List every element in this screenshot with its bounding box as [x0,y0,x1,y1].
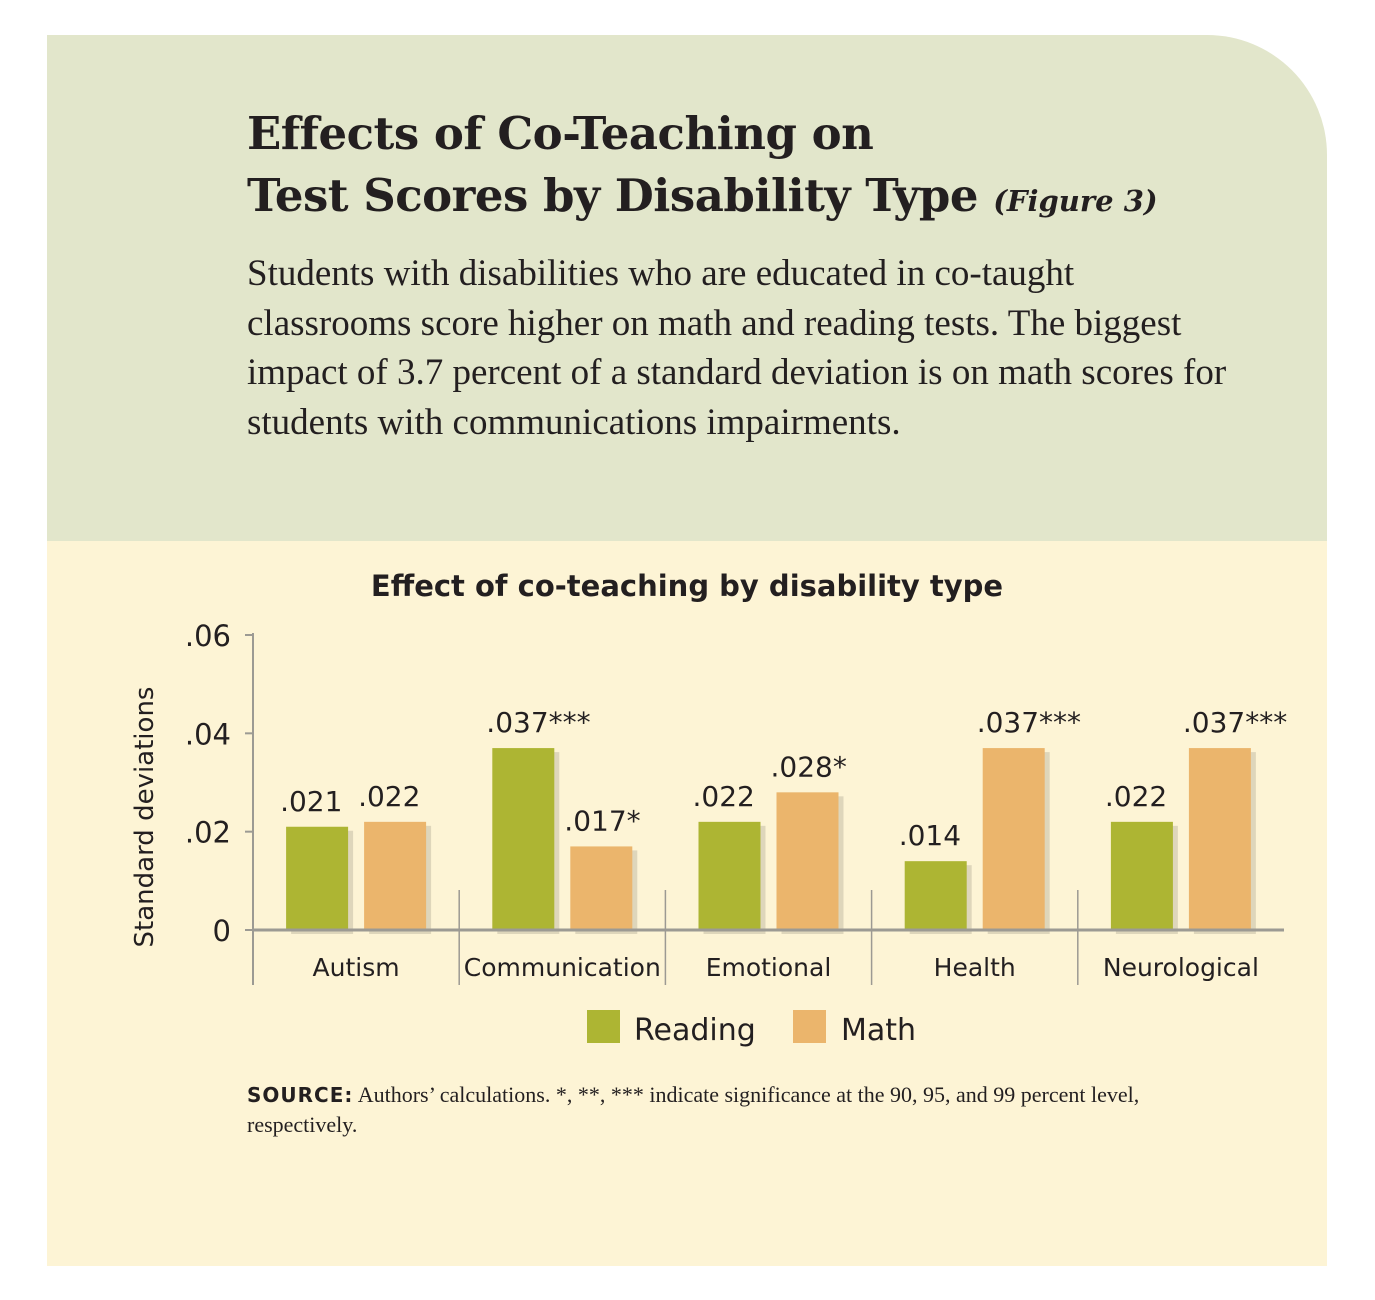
data-label: .021 [280,785,342,818]
source-note: SOURCE: Authors’ calculations. *, **, **… [247,1080,1207,1140]
bar-reading [492,748,555,930]
y-tick-label: .06 [185,619,231,653]
legend-swatch-reading [587,1010,620,1043]
x-tick-label: Autism [313,953,400,982]
bar-reading [286,826,349,930]
x-tick-label: Emotional [706,953,832,982]
source-label: SOURCE: [247,1083,354,1107]
data-label: .022 [358,780,420,813]
x-tick-label: Communication [464,953,661,982]
y-tick-label: .02 [185,816,231,850]
bar-chart: 0 .02 .04 .06 .021 .022 Autism .037*** .017* Comm… [185,619,1287,1048]
figure-description: Students with disabilities who are educa… [247,253,1227,443]
data-label: .028* [771,750,847,783]
data-label: .017* [564,804,640,837]
data-label: .037*** [977,706,1081,739]
data-label: .022 [693,780,755,813]
bar-math [1188,748,1251,930]
header-panel [47,35,1327,541]
title-line-2: Test Scores by Disability Type [247,169,979,222]
y-tick-label: .04 [185,717,231,751]
bar-reading [698,821,761,930]
x-tick-label: Health [934,953,1016,982]
bar-math [982,748,1045,930]
bar-math [364,821,427,930]
source-text: Authors’ calculations. *, **, *** indica… [247,1082,1140,1137]
bar-reading [904,861,967,930]
bar-math [776,792,839,930]
y-tick-label: 0 [213,914,231,948]
title-line-1: Effects of Co-Teaching on [247,107,874,160]
legend-label-math: Math [841,1013,916,1048]
data-label: .037*** [1183,706,1287,739]
legend-label-reading: Reading [634,1013,756,1048]
data-label: .014 [899,819,961,852]
x-tick-label: Neurological [1103,953,1259,982]
figure-card: Effects of Co-Teaching on Test Scores by… [47,35,1327,1266]
chart-title: Effect of co-teaching by disability type [370,569,1004,603]
figure-title: Effects of Co-Teaching on Test Scores by… [247,103,1158,232]
figure-label: (Figure 3) [993,184,1158,218]
data-label: .037*** [486,706,590,739]
bar-math [570,846,633,930]
data-label: .022 [1105,780,1167,813]
legend-swatch-math [793,1010,826,1043]
bar-reading [1110,821,1173,930]
